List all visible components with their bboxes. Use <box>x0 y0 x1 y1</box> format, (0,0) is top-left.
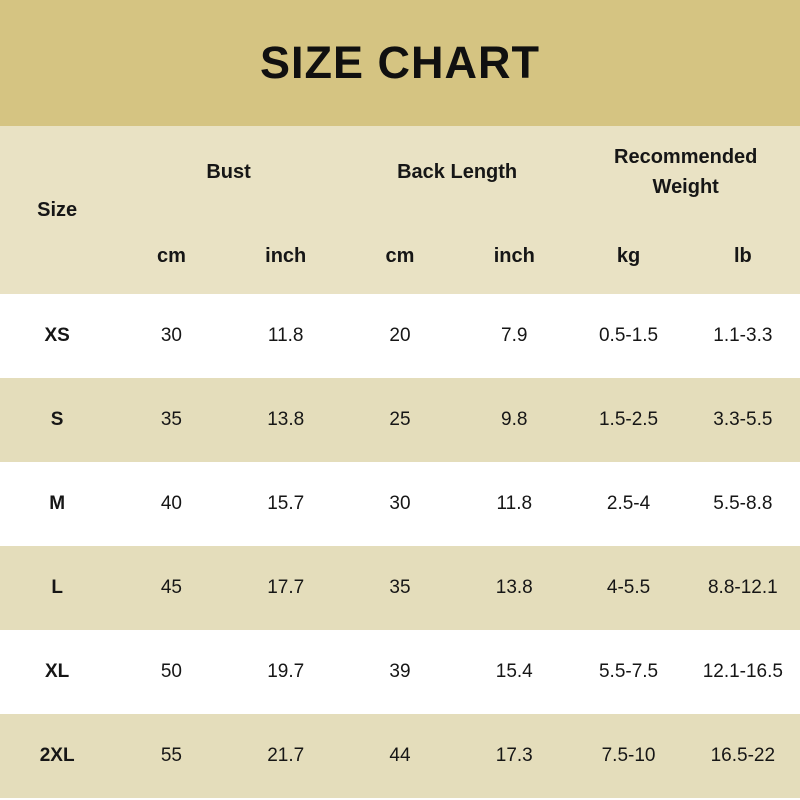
value-cell: 2.5-4 <box>606 493 651 514</box>
column-header-size: Size <box>0 126 115 294</box>
size-chart-banner: SIZE CHART <box>0 0 800 126</box>
page-title: SIZE CHART <box>260 37 540 88</box>
value-cell: 9.8 <box>501 409 528 430</box>
size-cell: 2XL <box>39 745 75 766</box>
value-cell: 0.5-1.5 <box>598 325 659 346</box>
value-cell: 5.5-8.8 <box>713 493 773 514</box>
table-body: XS 30 11.8 20 7.9 0.5-1.5 1.1-3.3 S 35 1… <box>0 294 800 798</box>
table-row-xl: XL 50 19.7 39 15.4 5.5-7.5 12.1-16.5 <box>0 630 800 714</box>
unit-header-bust-inch: inch <box>228 218 343 294</box>
unit-header-back-length-cm: cm <box>342 218 458 294</box>
unit-header-back-length-inch: inch <box>457 218 572 294</box>
column-group-recommended-weight: Recommended Weight <box>571 126 800 218</box>
value-cell: 12.1-16.5 <box>702 661 783 682</box>
size-cell: M <box>49 493 66 514</box>
value-cell: 1.1-3.3 <box>713 325 773 346</box>
table-row-l: L 45 17.7 35 13.8 4-5.5 8.8-12.1 <box>0 546 800 630</box>
value-cell: 4-5.5 <box>606 577 651 598</box>
value-cell: 7.9 <box>501 325 528 346</box>
value-cell: 11.8 <box>267 325 304 346</box>
value-cell: 15.4 <box>495 661 533 682</box>
value-cell: 5.5-7.5 <box>598 661 659 682</box>
table-row-2xl: 2XL 55 21.7 44 17.3 7.5-10 16.5-22 <box>0 714 800 798</box>
value-cell: 7.5-10 <box>601 745 656 766</box>
unit-header-bust-cm: cm <box>114 218 229 294</box>
value-cell: 30 <box>160 325 182 346</box>
unit-header-weight-lb: lb <box>685 218 800 294</box>
size-chart-table: Size Bust Back Length Recommended Weight… <box>0 126 800 798</box>
table-header: Size Bust Back Length Recommended Weight… <box>0 126 800 294</box>
table-row-xs: XS 30 11.8 20 7.9 0.5-1.5 1.1-3.3 <box>0 294 800 378</box>
column-group-back-length: Back Length <box>342 126 572 218</box>
value-cell: 13.8 <box>495 577 533 598</box>
value-cell: 45 <box>160 577 182 598</box>
value-cell: 1.5-2.5 <box>598 409 659 430</box>
value-cell: 44 <box>389 745 411 766</box>
value-cell: 35 <box>160 409 182 430</box>
value-cell: 16.5-22 <box>710 745 776 766</box>
table-row-s: S 35 13.8 25 9.8 1.5-2.5 3.3-5.5 <box>0 378 800 462</box>
value-cell: 40 <box>160 493 182 514</box>
value-cell: 17.7 <box>267 577 305 598</box>
value-cell: 13.8 <box>267 409 305 430</box>
value-cell: 19.7 <box>267 661 305 682</box>
recommended-weight-label: Recommended Weight <box>614 146 758 198</box>
value-cell: 8.8-12.1 <box>707 577 778 598</box>
unit-header-weight-kg: kg <box>571 218 686 294</box>
value-cell: 39 <box>389 661 411 682</box>
value-cell: 11.8 <box>496 493 533 514</box>
value-cell: 15.7 <box>267 493 305 514</box>
size-cell: XL <box>45 661 70 682</box>
group-header-row: Size Bust Back Length Recommended Weight <box>0 126 800 294</box>
value-cell: 35 <box>389 577 411 598</box>
unit-header-row: cm inch cm inch kg lb <box>0 218 800 294</box>
value-cell: 21.7 <box>267 745 305 766</box>
value-cell: 25 <box>389 409 411 430</box>
size-cell: XS <box>44 325 70 346</box>
table-row-m: M 40 15.7 30 11.8 2.5-4 5.5-8.8 <box>0 462 800 546</box>
size-cell: L <box>51 577 63 598</box>
value-cell: 55 <box>160 745 182 766</box>
value-cell: 17.3 <box>495 745 533 766</box>
value-cell: 30 <box>389 493 411 514</box>
column-group-bust: Bust <box>114 126 343 218</box>
value-cell: 20 <box>389 325 411 346</box>
size-cell: S <box>50 409 64 430</box>
value-cell: 3.3-5.5 <box>713 409 773 430</box>
value-cell: 50 <box>160 661 182 682</box>
